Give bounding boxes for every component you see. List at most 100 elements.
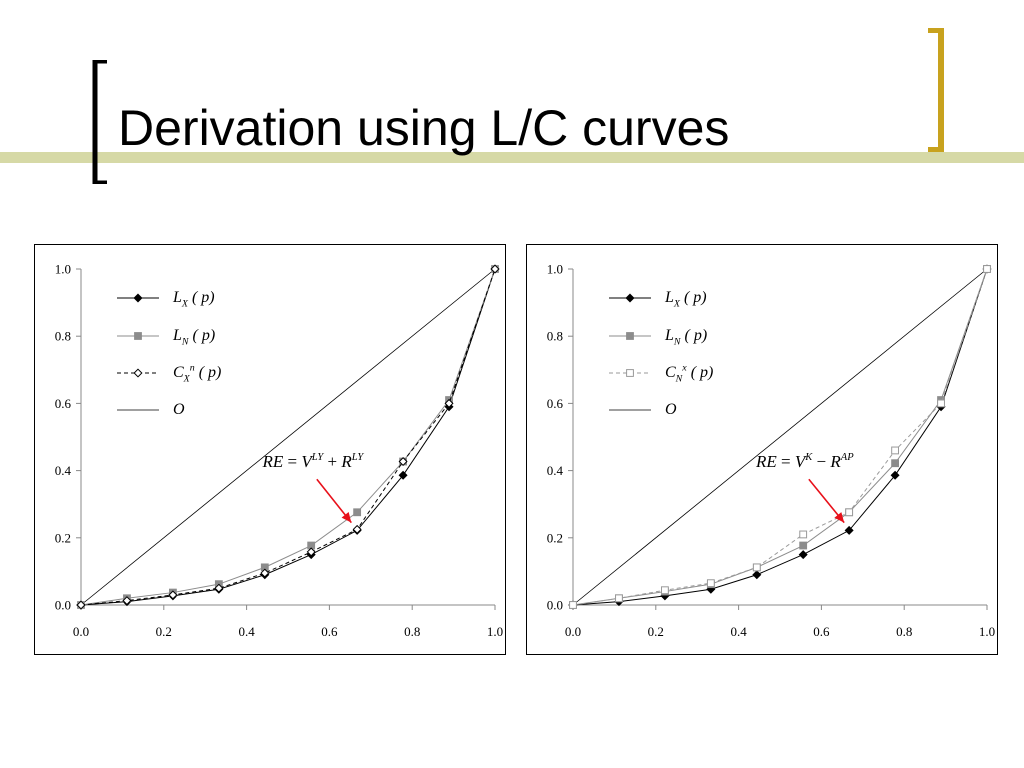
x-tick-label: 1.0 (487, 624, 503, 639)
legend-label: LN ( p) (172, 327, 215, 347)
legend-item: LN ( p) (117, 327, 215, 347)
series-line (80, 268, 496, 606)
axes: 0.0 0.2 0.4 0.6 0.8 1.0 0.0 0.2 0.4 0.6 0.8 1.0 (547, 262, 995, 640)
x-tick-label: 0.6 (813, 624, 830, 639)
legend-item: LX ( p) (609, 289, 707, 309)
axes: 0.0 0.2 0.4 0.6 0.8 1.0 0.0 0.2 0.4 0.6 0.8 1.0 (55, 262, 503, 640)
series-line (572, 268, 988, 606)
y-tick-label: 0.0 (547, 598, 563, 613)
y-tick-label: 0.6 (547, 396, 564, 411)
data-point (306, 547, 316, 557)
x-tick-label: 0.2 (648, 624, 664, 639)
legend: LX ( p) LN ( p) CNx ( p) O (609, 289, 713, 418)
legend-item: CNx ( p) (609, 362, 713, 384)
data-point (891, 459, 899, 468)
left-chart-panel: 0.0 0.2 0.4 0.6 0.8 1.0 0.0 0.2 0.4 0.6 0.8 1.0 LX (… (34, 244, 506, 655)
left-chart: 0.0 0.2 0.4 0.6 0.8 1.0 0.0 0.2 0.4 0.6 0.8 1.0 LX (… (55, 262, 503, 640)
data-point (398, 470, 408, 480)
series-o (80, 268, 496, 606)
y-tick-label: 0.8 (55, 329, 71, 344)
data-point (891, 446, 899, 455)
legend-item: O (609, 401, 677, 418)
data-point (260, 568, 270, 578)
title-underline-band (0, 152, 1024, 163)
right-bracket-decoration (928, 28, 944, 152)
y-tick-label: 1.0 (55, 262, 71, 277)
right-chart: 0.0 0.2 0.4 0.6 0.8 1.0 0.0 0.2 0.4 0.6 0.8 1.0 LX (… (547, 262, 995, 640)
legend-item: LX ( p) (117, 289, 215, 309)
y-tick-label: 0.0 (55, 598, 71, 613)
series-line (80, 268, 496, 606)
legend: LX ( p) LN ( p) CXn ( p) O (117, 289, 221, 418)
data-point (444, 398, 454, 408)
x-tick-label: 0.4 (730, 624, 747, 639)
annotation-label: RE = VK − RAP (755, 452, 854, 471)
y-tick-label: 0.4 (55, 463, 72, 478)
legend-label: O (173, 401, 185, 418)
data-point (490, 264, 500, 274)
x-tick-label: 0.8 (404, 624, 420, 639)
left-bracket-decoration (92, 60, 107, 184)
series-line (80, 268, 496, 606)
legend-item: O (117, 401, 185, 418)
legend-label: LX ( p) (172, 289, 215, 309)
legend-label: LX ( p) (664, 289, 707, 309)
right-chart-panel: 0.0 0.2 0.4 0.6 0.8 1.0 0.0 0.2 0.4 0.6 0.8 1.0 LX (… (526, 244, 998, 655)
data-point (937, 399, 945, 408)
slide-title: Derivation using L/C curves (118, 100, 730, 156)
y-tick-label: 0.2 (547, 530, 563, 545)
series-line (80, 268, 496, 606)
series-o (572, 268, 988, 606)
data-point (752, 563, 761, 572)
data-point (661, 586, 669, 595)
data-point (890, 470, 900, 480)
data-point (798, 550, 808, 560)
y-tick-label: 0.4 (547, 463, 564, 478)
data-point (799, 530, 808, 539)
legend-marker (625, 293, 635, 303)
x-tick-label: 0.4 (238, 624, 255, 639)
data-point (799, 541, 808, 550)
series-line (572, 268, 988, 606)
data-point (352, 524, 362, 534)
y-tick-label: 0.8 (547, 329, 563, 344)
legend-marker (626, 369, 634, 377)
data-point (398, 457, 408, 467)
legend-marker (134, 332, 142, 340)
x-tick-label: 0.0 (565, 624, 581, 639)
data-point (844, 525, 854, 535)
data-point (76, 600, 86, 610)
y-tick-label: 0.2 (55, 530, 71, 545)
legend-label: CXn ( p) (173, 362, 221, 384)
x-tick-label: 1.0 (979, 624, 995, 639)
legend-label: O (665, 401, 677, 418)
series-c-n-x-p- (569, 265, 991, 609)
series-c-x-n-p- (76, 264, 500, 610)
data-point (214, 583, 224, 593)
legend-item: CXn ( p) (117, 362, 221, 384)
data-point (983, 265, 991, 273)
annotation-label: RE = VLY + RLY (261, 452, 364, 471)
annotation-arrowhead (834, 512, 845, 523)
data-point (569, 601, 577, 609)
data-point (845, 508, 854, 517)
data-point (353, 508, 362, 517)
y-tick-label: 0.6 (55, 396, 72, 411)
data-point (168, 590, 178, 600)
legend-label: LN ( p) (664, 327, 707, 347)
x-tick-label: 0.6 (321, 624, 338, 639)
x-tick-label: 0.0 (73, 624, 89, 639)
data-point (706, 579, 715, 588)
legend-label: CNx ( p) (665, 362, 713, 384)
y-tick-label: 1.0 (547, 262, 563, 277)
annotation-arrowhead (341, 512, 352, 523)
legend-item: LN ( p) (609, 327, 707, 347)
x-tick-label: 0.8 (896, 624, 912, 639)
annotation: RE = VLY + RLY (261, 452, 364, 524)
data-point (122, 596, 132, 606)
data-point (615, 594, 623, 603)
legend-marker (626, 332, 634, 340)
legend-marker (133, 293, 143, 303)
legend-marker (133, 368, 143, 378)
series-line (572, 268, 988, 606)
